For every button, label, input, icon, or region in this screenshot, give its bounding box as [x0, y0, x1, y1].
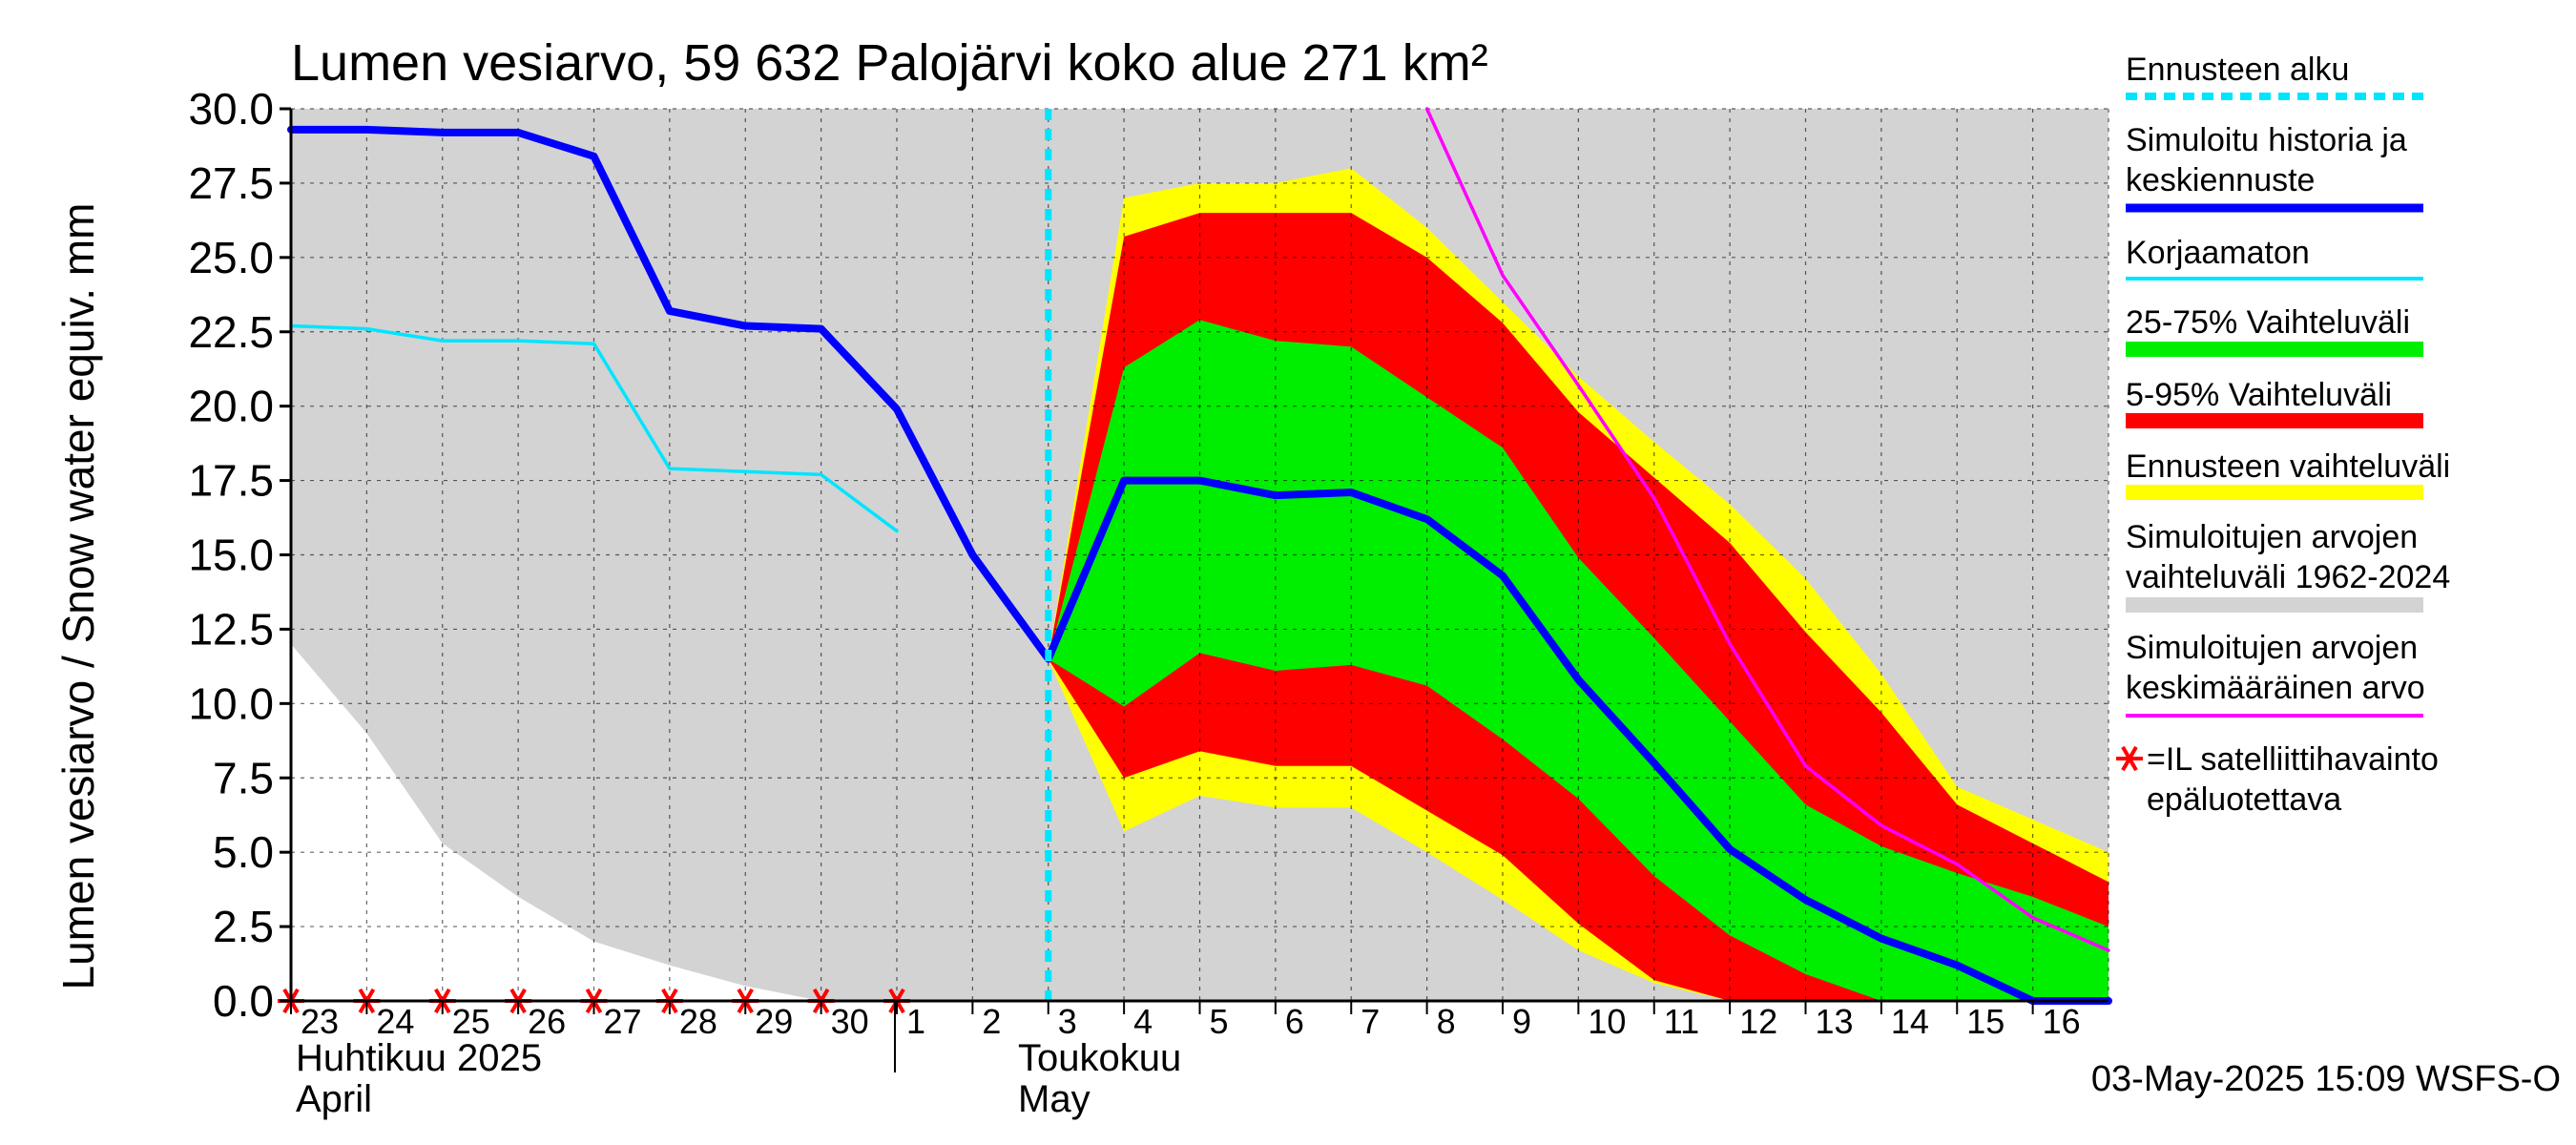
- x-tick-label: 8: [1437, 1002, 1456, 1041]
- x-tick-label: 15: [1966, 1002, 2005, 1041]
- legend-item-5: 5-95% Vaihteluväli: [2126, 377, 2423, 428]
- legend-label: Ennusteen vaihteluväli: [2126, 448, 2450, 485]
- legend-item-4: 25-75% Vaihteluväli: [2126, 304, 2423, 357]
- legend-label: vaihteluväli 1962-2024: [2126, 559, 2450, 595]
- x-tick-label: 26: [528, 1002, 566, 1041]
- x-tick-label: 12: [1739, 1002, 1777, 1041]
- month-label: Toukokuu: [1018, 1037, 1181, 1079]
- legend-label: =IL satelliittihavainto: [2147, 741, 2439, 778]
- x-tick-label: 5: [1210, 1002, 1229, 1041]
- x-tick-label: 29: [755, 1002, 793, 1041]
- legend: Ennusteen alku Simuloitu historia ja keski…: [2116, 52, 2450, 818]
- x-tick-label: 3: [1058, 1002, 1077, 1041]
- legend-label: Simuloitujen arvojen: [2126, 630, 2418, 666]
- x-tick-label: 7: [1361, 1002, 1380, 1041]
- month-label: Huhtikuu 2025: [296, 1037, 542, 1079]
- legend-swatch: [2126, 342, 2423, 357]
- series-line-2: [289, 323, 899, 533]
- month-label: April: [296, 1078, 372, 1120]
- legend-label: Simuloitujen arvojen: [2126, 519, 2418, 555]
- legend-swatch: [2126, 597, 2423, 613]
- axes: 0.0 2.5 5.0 7.5 10.0 12.5 15.0 17.5 20.0 22.5 25.0…: [188, 84, 2109, 1120]
- x-tick-label: 2: [982, 1002, 1001, 1041]
- x-tick-label: 1: [906, 1002, 925, 1041]
- y-tick-label: 25.0: [188, 233, 274, 282]
- y-tick-label: 10.0: [188, 678, 274, 728]
- legend-label: 5-95% Vaihteluväli: [2126, 377, 2392, 413]
- x-tick-label: 24: [376, 1002, 414, 1041]
- historical-range-lower-gap: [291, 644, 2109, 1001]
- legend-label: Ennusteen alku: [2126, 52, 2349, 88]
- x-tick-label: 14: [1891, 1002, 1929, 1041]
- legend-item-1: Ennusteen alku: [2126, 52, 2423, 100]
- plot-area: [278, 107, 2112, 1014]
- y-tick-label: 12.5: [188, 604, 274, 654]
- legend-item-7: Simuloitujen arvojen vaihteluväli 1962-20…: [2126, 519, 2450, 613]
- y-tick-label: 17.5: [188, 456, 274, 506]
- y-tick-label: 5.0: [213, 827, 274, 877]
- y-tick-label: 20.0: [188, 382, 274, 431]
- y-tick-label: 15.0: [188, 531, 274, 580]
- y-tick-label: 30.0: [188, 84, 274, 134]
- x-tick-label: 4: [1133, 1002, 1153, 1041]
- y-tick-label: 2.5: [213, 902, 274, 951]
- legend-item-6: Ennusteen vaihteluväli: [2126, 448, 2450, 500]
- y-tick-label: 0.0: [213, 976, 274, 1026]
- x-tick-label: 25: [452, 1002, 490, 1041]
- chart-title: Lumen vesiarvo, 59 632 Palojärvi koko al…: [291, 34, 1488, 92]
- legend-swatch-star: [2116, 745, 2143, 772]
- x-tick-label: 9: [1512, 1002, 1531, 1041]
- x-tick-label: 28: [679, 1002, 717, 1041]
- legend-label: epäluotettava: [2147, 781, 2341, 818]
- x-tick-label: 16: [2043, 1002, 2081, 1041]
- series-line-3: [1424, 107, 2110, 952]
- legend-swatch: [2126, 485, 2423, 500]
- y-tick-label: 27.5: [188, 158, 274, 208]
- legend-swatch: [2126, 413, 2423, 428]
- footer-timestamp: 03-May-2025 15:09 WSFS-O: [2091, 1059, 2561, 1099]
- y-axis-label: Lumen vesiarvo / Snow water equiv. mm: [53, 203, 103, 990]
- legend-label: Simuloitu historia ja: [2126, 122, 2407, 158]
- x-tick-label: 30: [831, 1002, 869, 1041]
- y-tick-label: 22.5: [188, 307, 274, 357]
- legend-item-8: Simuloitujen arvojen keskimääräinen arvo: [2126, 630, 2425, 718]
- x-tick-label: 13: [1816, 1002, 1854, 1041]
- y-tick-label: 7.5: [213, 753, 274, 802]
- legend-label: 25-75% Vaihteluväli: [2126, 304, 2410, 341]
- x-tick-label: 10: [1588, 1002, 1626, 1041]
- legend-label: keskimääräinen arvo: [2126, 670, 2425, 706]
- x-tick-label: 27: [604, 1002, 642, 1041]
- legend-label: keskiennuste: [2126, 162, 2315, 198]
- series-line-1: [287, 125, 2112, 1005]
- legend-item-2: Simuloitu historia ja keskiennuste: [2126, 122, 2423, 213]
- month-label: May: [1018, 1078, 1091, 1120]
- legend-label: Korjaamaton: [2126, 235, 2310, 271]
- x-tick-label: 23: [301, 1002, 339, 1041]
- x-tick-label: 6: [1285, 1002, 1304, 1041]
- x-tick-label: 11: [1664, 1002, 1699, 1041]
- legend-item-3: Korjaamaton: [2126, 235, 2423, 281]
